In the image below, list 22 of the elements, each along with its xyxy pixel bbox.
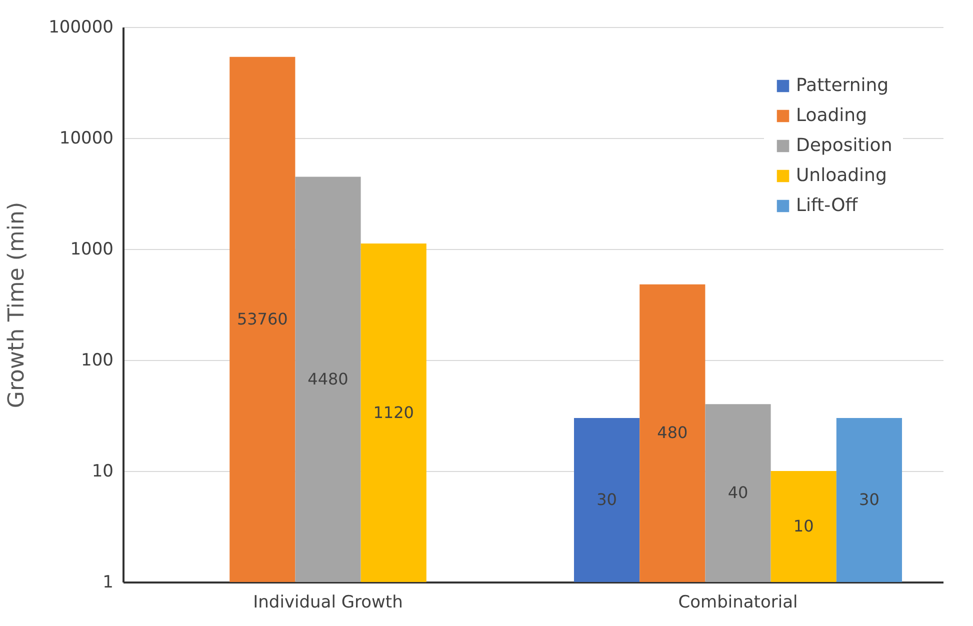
data-label: 53760: [236, 309, 288, 328]
data-label: 40: [728, 483, 748, 502]
x-tick-label: Combinatorial: [678, 592, 798, 612]
legend-label: Unloading: [796, 165, 887, 186]
data-label: 10: [793, 516, 814, 536]
y-tick-label: 100000: [48, 18, 114, 38]
legend-label: Lift-Off: [796, 195, 858, 216]
y-tick-label: 1: [102, 572, 114, 592]
y-tick-label: 10000: [59, 128, 114, 148]
legend-label: Deposition: [796, 135, 892, 156]
data-label: 480: [657, 423, 688, 442]
data-label: 30: [596, 490, 617, 510]
y-tick-label: 1000: [70, 240, 114, 260]
data-label: 4480: [308, 369, 348, 388]
legend-label: Patterning: [796, 75, 889, 96]
data-label: 1120: [373, 402, 414, 422]
y-tick-label: 100: [81, 350, 114, 370]
y-axis-title: Growth Time (min): [4, 202, 30, 408]
x-tick-label: Individual Growth: [253, 592, 403, 612]
y-tick-label: 10: [92, 462, 114, 482]
data-label: 30: [859, 490, 880, 510]
legend-label: Loading: [796, 105, 868, 126]
